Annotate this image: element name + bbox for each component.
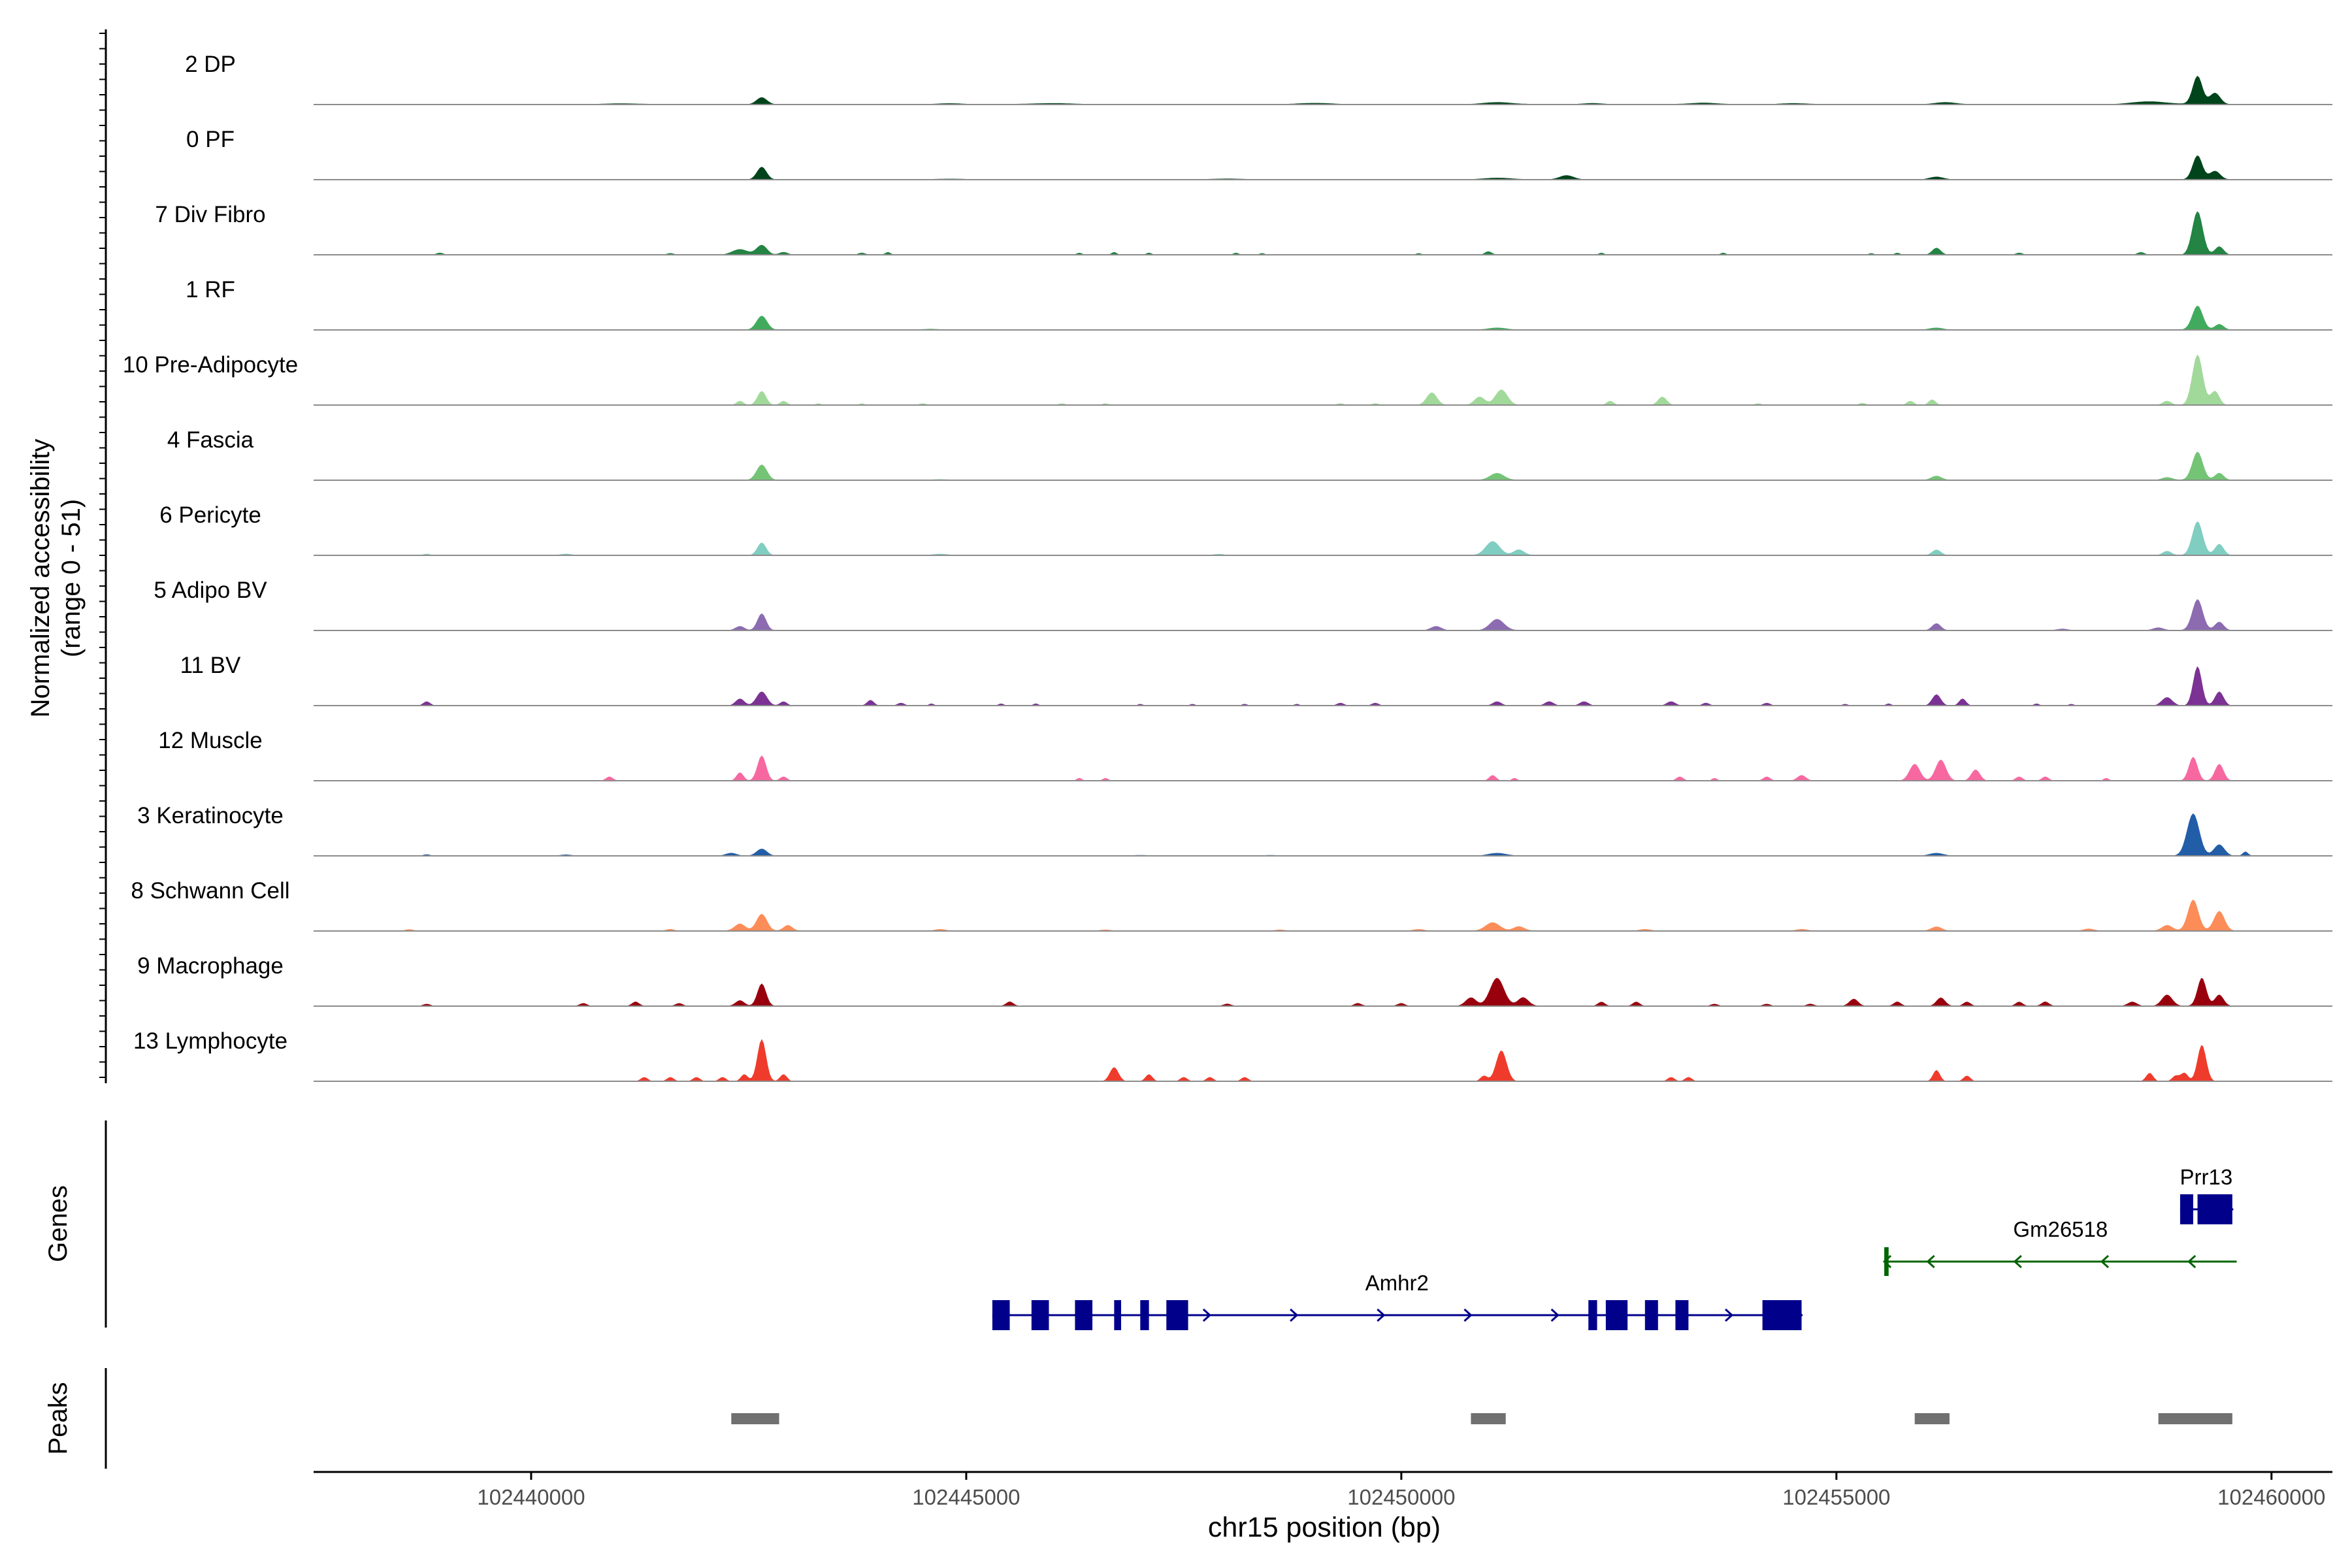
peak-region <box>731 1413 779 1424</box>
coverage-area <box>314 451 2332 480</box>
x-tick-label: 102460000 <box>2217 1485 2325 1509</box>
strand-arrow <box>1290 1308 1299 1322</box>
gene-exon <box>1762 1300 1802 1330</box>
coverage-area <box>314 521 2332 555</box>
strand-arrow <box>2100 1254 2110 1269</box>
track-label: 3 Keratinocyte <box>137 803 284 828</box>
strand-arrow <box>2013 1254 2022 1269</box>
track-label: 8 Schwann Cell <box>131 878 289 904</box>
peak-region <box>2158 1413 2232 1424</box>
track-9: 11 BV <box>180 653 2332 706</box>
gene-exon <box>1166 1300 1188 1330</box>
track-label: 4 Fascia <box>167 427 254 453</box>
track-11: 3 Keratinocyte <box>137 803 2332 857</box>
track-label: 1 RF <box>186 277 235 302</box>
coverage-area <box>314 76 2332 105</box>
peaks-y-label: Peaks <box>44 1382 73 1454</box>
genes-y-label: Genes <box>44 1185 73 1262</box>
gene-label: Prr13 <box>2180 1165 2233 1189</box>
gene-amhr2: Amhr2 <box>992 1271 1803 1330</box>
coverage-area <box>314 211 2332 255</box>
strand-arrow <box>1463 1308 1473 1322</box>
coverage-area <box>314 155 2332 180</box>
track-1: 2 DP <box>185 52 2332 105</box>
x-tick-label: 102455000 <box>1782 1485 1890 1509</box>
coverage-area <box>314 666 2332 706</box>
track-6: 4 Fascia <box>167 427 2332 481</box>
gene-exon <box>2197 1194 2232 1224</box>
track-label: 6 Pericyte <box>159 502 261 528</box>
coverage-tracks: 2 DP 0 PF 7 Div Fibro 1 RF 10 Pre-Adipocyte 4… <box>123 52 2332 1082</box>
track-4: 1 RF <box>186 277 2332 331</box>
track-label: 0 PF <box>186 127 235 152</box>
peak-region <box>1471 1413 1506 1424</box>
track-13: 9 Macrophage <box>137 953 2332 1007</box>
x-tick-label: 102440000 <box>477 1485 585 1509</box>
track-label: 12 Muscle <box>158 728 263 753</box>
gene-label: Gm26518 <box>2013 1217 2108 1241</box>
x-axis-label: chr15 position (bp) <box>1208 1512 1441 1543</box>
genes-panel: Amhr2 Gm26518 Prr13 <box>992 1165 2237 1330</box>
track-8: 5 Adipo BV <box>154 578 2332 631</box>
track-label: 5 Adipo BV <box>154 578 267 603</box>
gene-exon <box>1588 1300 1597 1330</box>
track-label: 2 DP <box>185 52 236 77</box>
track-label: 11 BV <box>180 653 241 678</box>
gene-label: Amhr2 <box>1365 1271 1429 1295</box>
gene-prr13: Prr13 <box>2180 1165 2234 1224</box>
coverage-area <box>314 899 2332 931</box>
gene-exon <box>1140 1300 1149 1330</box>
gene-exon <box>2180 1194 2193 1224</box>
strand-arrow <box>1550 1308 1560 1322</box>
gene-exon <box>1031 1300 1049 1330</box>
track-14: 13 Lymphocyte <box>133 1028 2332 1082</box>
x-axis: 102440000 102445000 102450000 102455000 1024… <box>314 1471 2332 1509</box>
x-tick-label: 102445000 <box>912 1485 1020 1509</box>
gene-exon <box>992 1300 1010 1330</box>
coverage-area <box>314 305 2332 330</box>
track-2: 0 PF <box>186 127 2332 180</box>
gene-exon <box>1114 1300 1121 1330</box>
x-tick-label: 102450000 <box>1347 1485 1455 1509</box>
track-12: 8 Schwann Cell <box>131 878 2332 932</box>
track-5: 10 Pre-Adipocyte <box>123 352 2332 406</box>
track-label: 10 Pre-Adipocyte <box>123 352 298 378</box>
coverage-area <box>314 599 2332 630</box>
gene-exon <box>1675 1300 1689 1330</box>
coverage-y-label-range: (range 0 - 51) <box>57 499 86 657</box>
strand-arrow <box>1377 1308 1386 1322</box>
coverage-y-axis <box>99 29 107 1083</box>
coverage-area <box>314 977 2332 1006</box>
strand-arrow <box>2187 1254 2197 1269</box>
coverage-area <box>314 1039 2332 1081</box>
gene-exon <box>1884 1247 1889 1276</box>
track-label: 7 Div Fibro <box>155 202 265 227</box>
strand-arrow <box>1202 1308 1212 1322</box>
strand-arrow <box>1926 1254 1935 1269</box>
gene-exon <box>1075 1300 1093 1330</box>
strand-arrow <box>1724 1308 1734 1322</box>
track-label: 13 Lymphocyte <box>133 1028 287 1054</box>
gene-exon <box>1605 1300 1628 1330</box>
peak-region <box>1914 1413 1950 1424</box>
track-10: 12 Muscle <box>158 728 2332 781</box>
gene-exon <box>1644 1300 1658 1330</box>
peaks-panel <box>731 1413 2232 1424</box>
strand-arrow <box>1882 1254 1892 1269</box>
track-label: 9 Macrophage <box>137 953 284 979</box>
coverage-area <box>314 813 2332 856</box>
coverage-area <box>314 755 2332 781</box>
track-3: 7 Div Fibro <box>155 202 2332 255</box>
coverage-area <box>314 354 2332 405</box>
gene-gm26518: Gm26518 <box>1882 1217 2237 1276</box>
track-7: 6 Pericyte <box>159 502 2332 556</box>
coverage-y-label: Normalized accessibility <box>26 439 55 718</box>
